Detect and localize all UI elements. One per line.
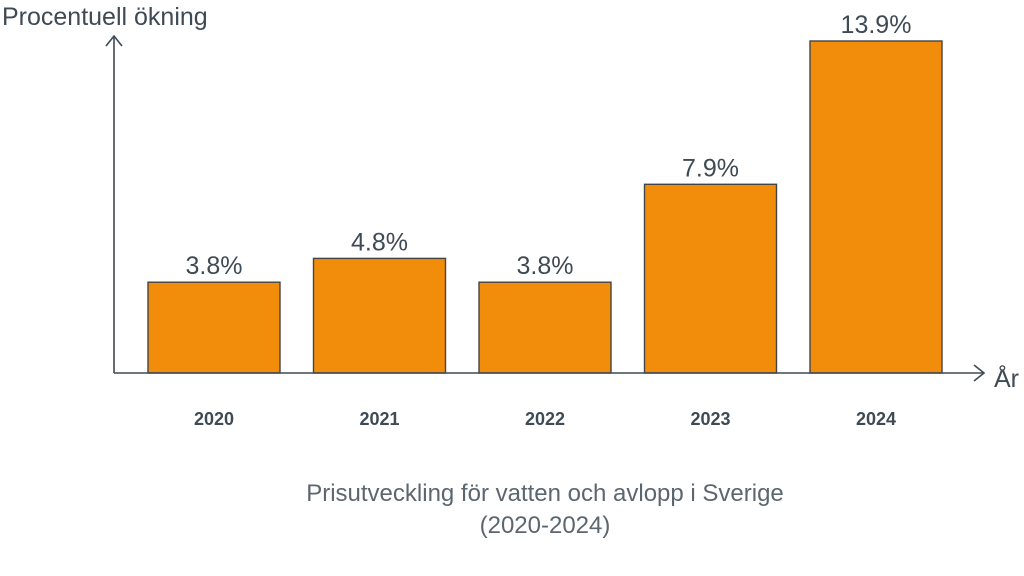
chart-subtitle: (2020-2024) [480,512,611,539]
x-axis-arrowhead [973,364,986,382]
x-tick-label-2020: 2020 [194,409,234,429]
bar-2020 [147,281,281,374]
bar-2024 [809,40,943,374]
value-label-2024: 13.9% [841,11,912,39]
bars-group [147,40,943,374]
value-label-2023: 7.9% [682,154,739,182]
x-tick-label-2021: 2021 [359,409,399,429]
chart-title: Prisutveckling för vatten och avlopp i S… [306,480,784,507]
value-label-2021: 4.8% [351,228,408,256]
value-label-2022: 3.8% [517,252,574,280]
value-label-2020: 3.8% [186,252,243,280]
bar-2023 [643,183,778,374]
y-axis-title: Procentuell ökning [2,3,208,31]
x-tick-label-2023: 2023 [690,409,730,429]
x-tick-label-2022: 2022 [525,409,565,429]
x-axis-title: År [994,363,1019,393]
x-tick-labels-group: 2020 2021 2022 2023 2024 [194,409,896,429]
bar-2022 [478,281,612,374]
y-axis-arrowhead [105,34,123,47]
x-tick-label-2024: 2024 [856,409,896,429]
bar-2021 [312,257,447,374]
value-labels-group: 3.8% 4.8% 3.8% 7.9% 13.9% [186,11,912,280]
